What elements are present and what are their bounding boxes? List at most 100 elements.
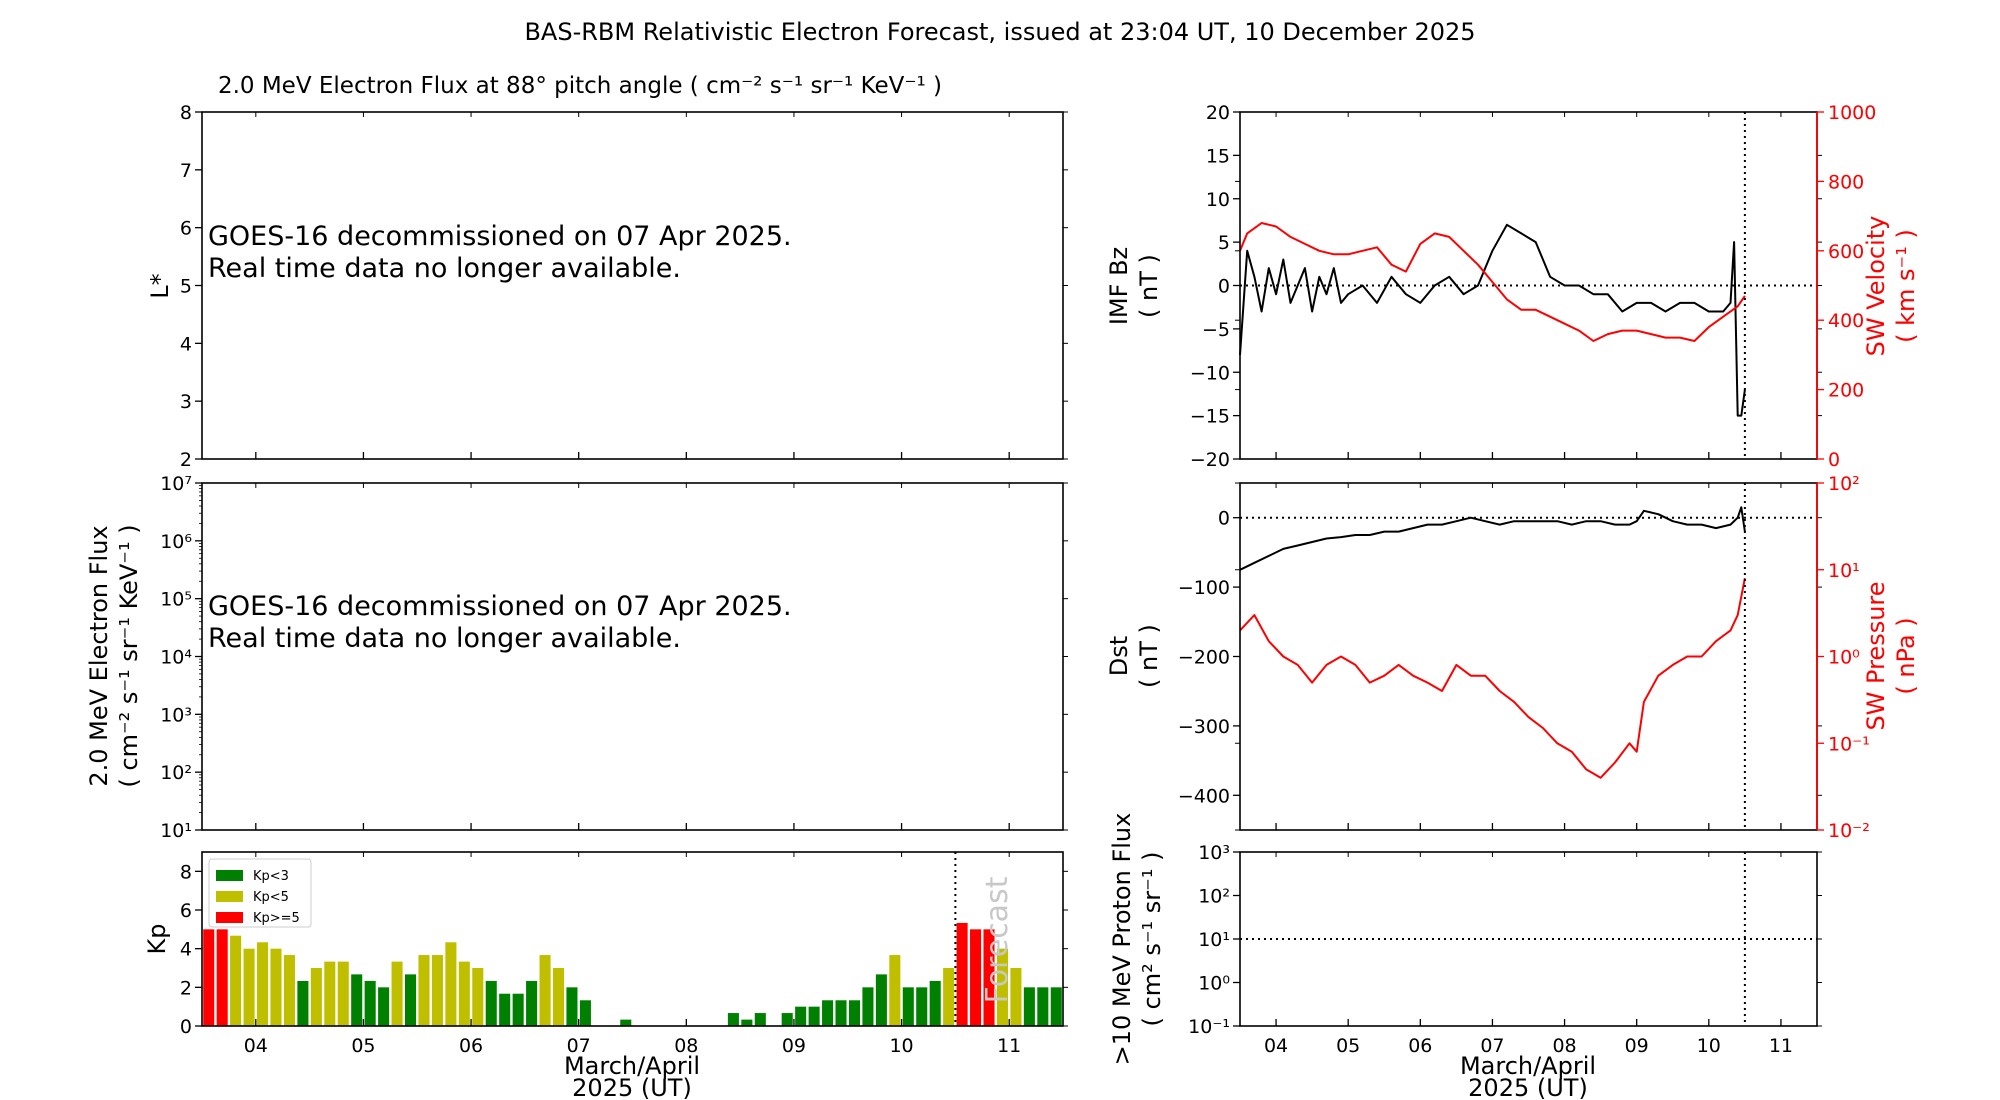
electron-flux-panel: GOES-16 decommissioned on 07 Apr 2025. R… [85,473,1068,842]
kp-bar [781,1013,793,1026]
imf-axis-label: ( nT ) [1135,254,1163,318]
imf-axis-label: IMF Bz [1105,247,1133,325]
kp-bar [310,968,322,1026]
kp-bar [378,987,390,1026]
electron-flux-left-ytick-label: 10³ [160,704,192,726]
kp-bar [431,955,443,1026]
electron-flux-axis-label: 2.0 MeV Electron Flux [85,525,113,786]
kp-xtick-label: 07 [567,1035,591,1057]
sw-velocity-axis-label: SW Velocity [1862,216,1890,357]
lstar-message-line1: GOES-16 decommissioned on 07 Apr 2025. [208,221,792,252]
imf-right-ytick-label: 1000 [1828,102,1876,124]
kp-panel: 0 2 4 6 8 04 05 06 07 08 09 10 11 Forecast Kp March/Apr… [143,851,1068,1100]
kp-x-axis-label: 2025 (UT) [572,1074,692,1100]
kp-bar [445,942,457,1026]
proton-xtick-label: 09 [1625,1035,1649,1057]
proton-xtick-label: 04 [1264,1035,1288,1057]
imf-left-ytick-label: −10 [1190,362,1230,384]
dst-left-ytick-label: −300 [1178,716,1230,738]
proton-axis-label: ( cm² s⁻¹ sr⁻¹ ) [1138,852,1166,1027]
kp-bar [257,942,269,1026]
lstar-left-ytick-label: 4 [180,333,192,355]
proton-left-ytick-label: 10³ [1198,842,1230,864]
proton-axis-label: >10 MeV Proton Flux [1108,813,1136,1066]
kp-bar [499,993,511,1026]
lstar-axis-label: L* [146,273,174,298]
kp-bar [404,974,417,1026]
proton-xtick-label: 11 [1769,1035,1793,1057]
kp-bar [364,980,376,1026]
imf-panel: −20−15−10−50510152002004006008001000IMF … [1105,102,1920,471]
kp-left-ytick-label: 6 [180,900,192,922]
dst-axis-label: ( nT ) [1135,624,1163,688]
kp-bar [472,968,484,1026]
proton-panel: 10⁻¹ 10⁰ 10¹ 10² 10³ 04 05 06 07 08 09 10 11 >10 MeV … [1108,813,1822,1100]
kp-bar [283,955,295,1026]
kp-bar [418,955,430,1026]
kp-forecast-label: Forecast [980,876,1015,1003]
sw-velocity-line [1239,222,1746,342]
proton-xtick-label: 10 [1697,1035,1721,1057]
kp-bar [835,1000,847,1026]
sw-velocity-axis-label: ( km s⁻¹ ) [1892,229,1920,343]
kp-bar [566,987,578,1026]
kp-bar [727,1013,739,1026]
kp-bar [795,1006,807,1026]
kp-bar [203,929,215,1026]
dst-right-ytick-label: 10⁻² [1828,820,1870,842]
imf-right-ytick-label: 600 [1828,241,1864,263]
kp-xtick-label: 05 [351,1035,375,1057]
kp-bar [458,961,470,1026]
kp-left-ytick-label: 4 [180,939,192,961]
proton-left-ytick-label: 10⁰ [1198,973,1230,995]
kp-bar [996,948,1008,1026]
proton-xtick-label: 05 [1336,1035,1360,1057]
kp-bar [351,974,363,1026]
kp-bar [741,1019,753,1026]
kp-legend-label: Kp>=5 [253,911,300,926]
lstar-left-ytick-label: 2 [180,449,192,471]
imf-left-ytick-label: 5 [1218,232,1230,254]
kp-legend-label: Kp<3 [253,869,289,884]
kp-bar [579,1000,591,1026]
kp-bar [270,948,282,1026]
lstar-left-ytick-label: 5 [180,276,192,298]
kp-bar [916,987,928,1026]
figure-title: BAS-RBM Relativistic Electron Forecast, … [524,18,1475,46]
kp-bar [539,955,551,1026]
kp-bar [1010,968,1022,1026]
kp-bar [391,961,403,1026]
dst-axis-label: Dst [1105,636,1133,676]
proton-xtick-label: 07 [1480,1035,1504,1057]
electron-flux-left-ytick-label: 10⁴ [160,647,192,669]
kp-bar [1023,987,1035,1026]
kp-bar [956,922,968,1026]
kp-legend-swatch [216,891,243,902]
kp-left-ytick-label: 0 [180,1016,192,1038]
kp-bar [929,980,941,1026]
dst-right-ytick-label: 10¹ [1828,560,1860,582]
imf-bz-line [1239,223,1746,417]
lstar-left-ytick-label: 7 [180,160,192,182]
imf-right-ytick-label: 200 [1828,380,1864,402]
kp-bar [216,929,228,1026]
electron-flux-message-line1: GOES-16 decommissioned on 07 Apr 2025. [208,591,792,622]
electron-flux-message-line2: Real time data no longer available. [208,623,681,654]
kp-bar [485,980,497,1026]
kp-bar [512,993,524,1026]
kp-bar [552,968,565,1026]
dst-line [1239,506,1746,571]
lstar-panel: 2.0 MeV Electron Flux at 88° pitch angle… [146,73,1068,471]
kp-bar [808,1006,820,1026]
kp-bar [324,961,336,1026]
kp-bar [862,987,874,1026]
kp-frame [201,851,1064,1027]
kp-bar [848,1000,861,1026]
kp-bar [243,948,255,1026]
lstar-left-ytick-label: 3 [180,391,192,413]
kp-bar [875,974,887,1026]
kp-legend-label: Kp<5 [253,890,289,905]
proton-xtick-label: 06 [1408,1035,1432,1057]
dst-right-ytick-label: 10² [1828,473,1860,495]
dst-left-ytick-label: −400 [1178,785,1230,807]
